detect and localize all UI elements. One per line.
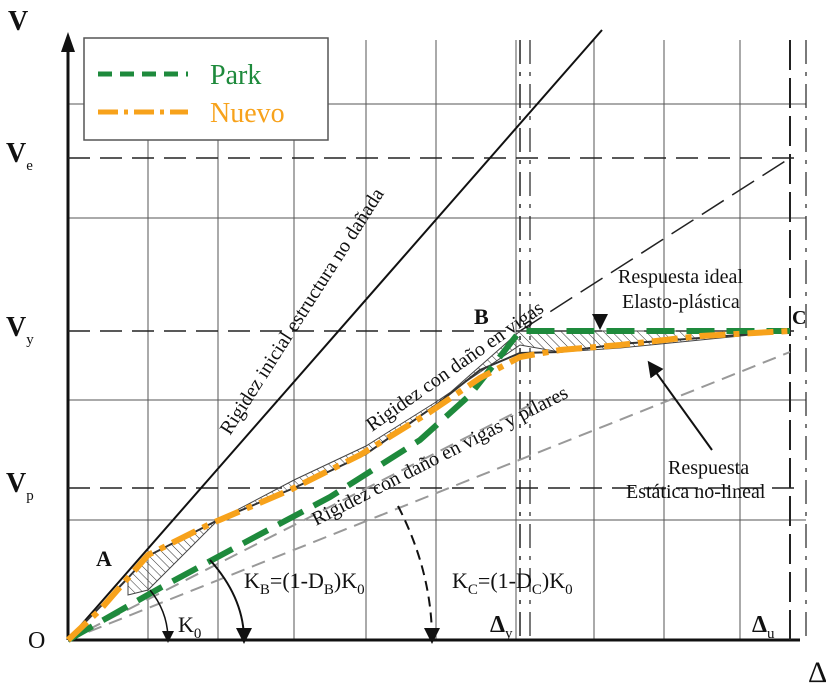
- y-tick-vy: Vy: [6, 312, 34, 348]
- x-tick-delta-u: Δu: [752, 612, 775, 642]
- label-static-response-1: Respuesta: [668, 457, 749, 479]
- label-k0: K0: [178, 612, 201, 642]
- initial-stiffness-line: [67, 29, 603, 641]
- label-kb: KB=(1-DB)K0: [244, 568, 365, 598]
- label-ideal-response-1: Respuesta ideal: [618, 266, 743, 288]
- x-tick-delta-y: Δy: [490, 612, 513, 642]
- legend-label-nuevo: Nuevo: [210, 98, 285, 129]
- label-ideal-response-2: Elasto-plástica: [622, 291, 740, 313]
- x-axis-label: Δ: [808, 656, 826, 686]
- angle-arcs: [149, 505, 440, 644]
- reference-lines: [68, 40, 807, 640]
- damaged-stiffness-lines: [67, 351, 791, 641]
- annotation-arrows: [592, 314, 713, 451]
- point-c-label: C: [792, 307, 806, 329]
- point-a-label: A: [96, 546, 112, 571]
- park-curve: [66, 328, 790, 643]
- label-kc: KC=(1-DC)K0: [452, 568, 573, 598]
- label-initial-stiffness: Rigidez inicial estructura no dañada: [216, 184, 389, 439]
- y-axis-label: V: [8, 6, 28, 37]
- legend-box: [83, 37, 329, 141]
- legend-label-park: Park: [210, 60, 261, 91]
- legend: Park Nuevo: [83, 37, 329, 141]
- label-static-response-2: Estática no-lineal: [626, 481, 766, 503]
- y-tick-ve: Ve: [6, 138, 33, 174]
- nuevo-curve: [65, 328, 791, 643]
- point-b-label: B: [474, 304, 489, 329]
- origin-label: O: [28, 628, 45, 654]
- y-tick-vp: Vp: [6, 468, 34, 504]
